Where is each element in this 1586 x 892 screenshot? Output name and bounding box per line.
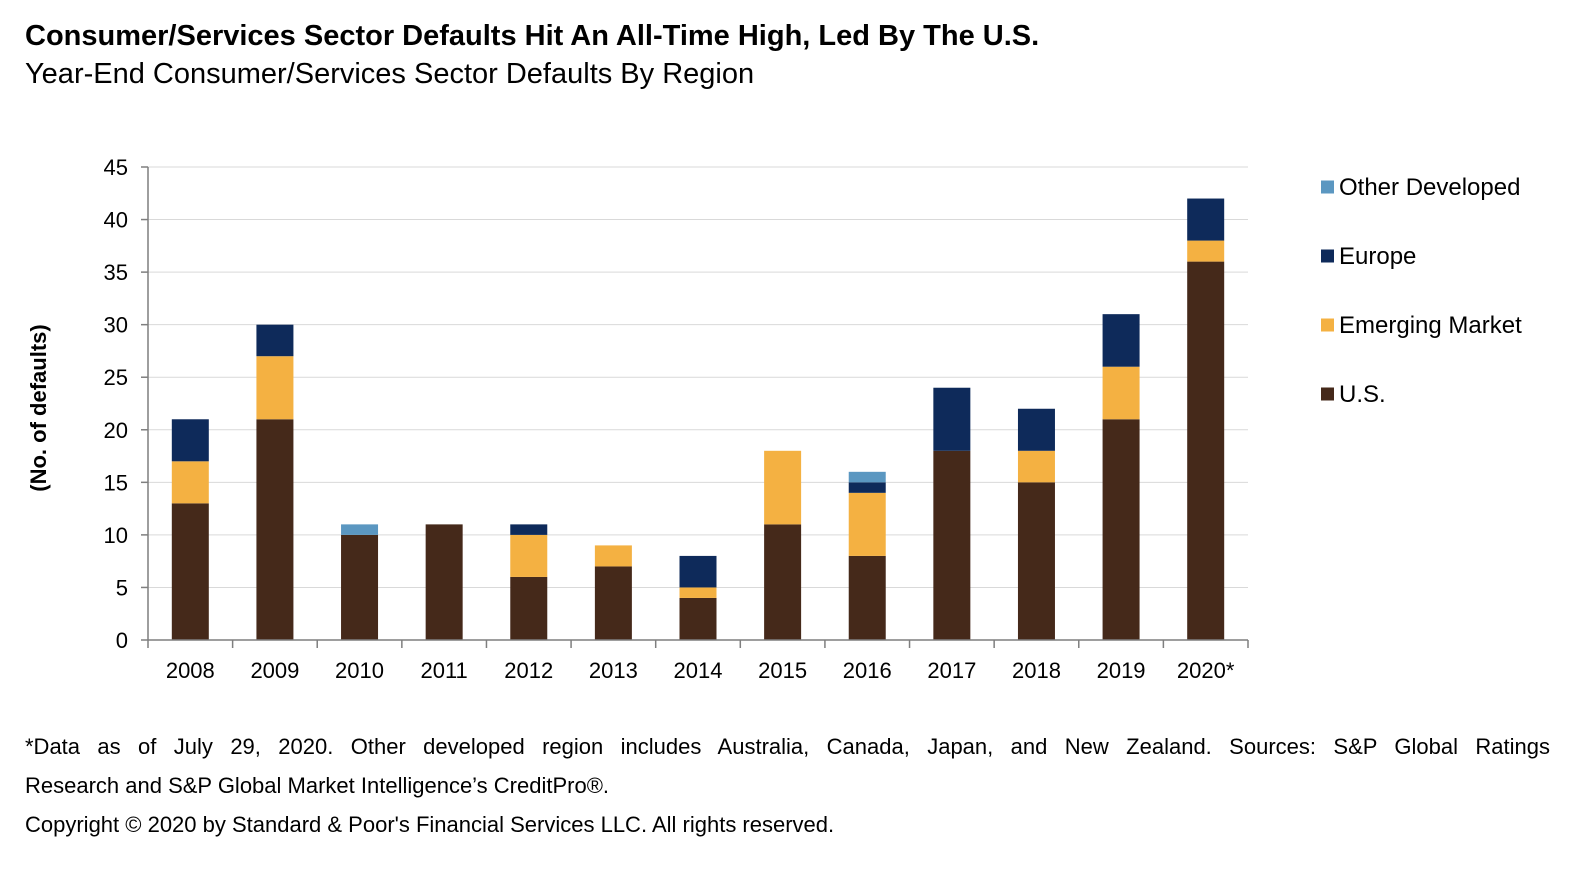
- bar-segment: [1102, 314, 1140, 367]
- legend-swatch: [1321, 249, 1334, 263]
- bar-segment: [848, 555, 886, 640]
- x-tick-label: 2008: [166, 658, 215, 683]
- y-tick-label: 10: [104, 523, 128, 548]
- bar-segment: [510, 534, 548, 577]
- bar-segment: [1187, 261, 1225, 640]
- legend-label: Emerging Market: [1339, 312, 1522, 339]
- footnote-line-2: Research and S&P Global Market Intellige…: [25, 773, 610, 798]
- x-tick-label: 2013: [589, 658, 638, 683]
- bar-segment: [171, 503, 209, 640]
- x-tick-label: 2014: [674, 658, 723, 683]
- bar-segment: [341, 524, 379, 535]
- bar-segment: [1017, 482, 1055, 640]
- x-tick-label: 2016: [843, 658, 892, 683]
- bar-segment: [594, 545, 632, 567]
- y-tick-label: 20: [104, 418, 128, 443]
- bar-segment: [679, 555, 717, 588]
- y-tick-label: 35: [104, 260, 128, 285]
- bar-segment: [1017, 408, 1055, 451]
- bar-segment: [341, 534, 379, 640]
- legend-item: Emerging Market: [1321, 312, 1522, 339]
- y-tick-label: 5: [116, 575, 128, 600]
- x-tick-label: 2020*: [1177, 658, 1235, 683]
- legend: Other Developed Europe Emerging Market U.S.: [1321, 174, 1522, 408]
- bar-segment: [679, 587, 717, 598]
- bar-segment: [764, 450, 802, 525]
- axes: [141, 166, 1249, 648]
- y-tick-label: 15: [104, 470, 128, 495]
- bar-segment: [510, 524, 548, 535]
- legend-item: Europe: [1321, 243, 1416, 270]
- copyright-note: Copyright © 2020 by Standard & Poor's Fi…: [25, 812, 835, 837]
- legend-swatch: [1321, 387, 1334, 401]
- x-tick-label: 2009: [250, 658, 299, 683]
- bar-segment: [256, 419, 294, 640]
- bar-segment: [171, 419, 209, 462]
- chart-subtitle: Year-End Consumer/Services Sector Defaul…: [25, 58, 755, 90]
- bar-segment: [933, 387, 971, 451]
- legend-swatch: [1321, 318, 1334, 332]
- x-tick-label: 2011: [420, 658, 467, 683]
- y-tick-label: 0: [116, 628, 128, 653]
- bar-segment: [256, 324, 294, 357]
- legend-swatch: [1321, 180, 1334, 194]
- bar-segment: [933, 450, 971, 640]
- bar-segment: [764, 524, 802, 640]
- bar-stacks: [171, 198, 1225, 640]
- bar-segment: [848, 482, 886, 493]
- legend-label: Other Developed: [1339, 174, 1520, 201]
- footnote-line-1: *Data as of July 29, 2020. Other develop…: [25, 734, 1550, 759]
- bar-segment: [425, 524, 463, 640]
- bar-segment: [848, 492, 886, 556]
- bar-segment: [848, 471, 886, 483]
- x-tick-label: 2012: [504, 658, 553, 683]
- bar-segment: [1187, 198, 1225, 241]
- bar-segment: [510, 576, 548, 640]
- y-tick-labels: 0 5 10 15 20 25 30 35 40 45: [104, 155, 128, 653]
- legend-item: U.S.: [1321, 381, 1386, 408]
- legend-item: Other Developed: [1321, 174, 1520, 201]
- x-tick-label: 2019: [1097, 658, 1146, 683]
- bar-segment: [1017, 450, 1055, 483]
- chart-title: Consumer/Services Sector Defaults Hit An…: [25, 20, 1040, 52]
- x-tick-label: 2010: [335, 658, 384, 683]
- bar-segment: [594, 566, 632, 640]
- gridlines: [148, 166, 1248, 588]
- bar-segment: [679, 597, 717, 640]
- x-tick-label: 2018: [1012, 658, 1061, 683]
- bar-segment: [256, 356, 294, 420]
- legend-label: U.S.: [1339, 381, 1386, 408]
- x-tick-label: 2017: [927, 658, 976, 683]
- y-tick-label: 40: [104, 208, 128, 233]
- x-tick-labels: 2008 2009 2010 2011 2012 2013 2014 2015 2016 2017…: [166, 658, 1235, 683]
- y-axis-label: (No. of defaults): [26, 324, 51, 491]
- bar-segment: [171, 461, 209, 504]
- x-tick-label: 2015: [758, 658, 807, 683]
- y-tick-label: 25: [104, 365, 128, 390]
- bar-segment: [1102, 419, 1140, 640]
- y-tick-label: 30: [104, 313, 128, 338]
- legend-label: Europe: [1339, 243, 1416, 270]
- bar-segment: [1187, 240, 1225, 262]
- y-tick-label: 45: [104, 155, 128, 180]
- bar-segment: [1102, 366, 1140, 420]
